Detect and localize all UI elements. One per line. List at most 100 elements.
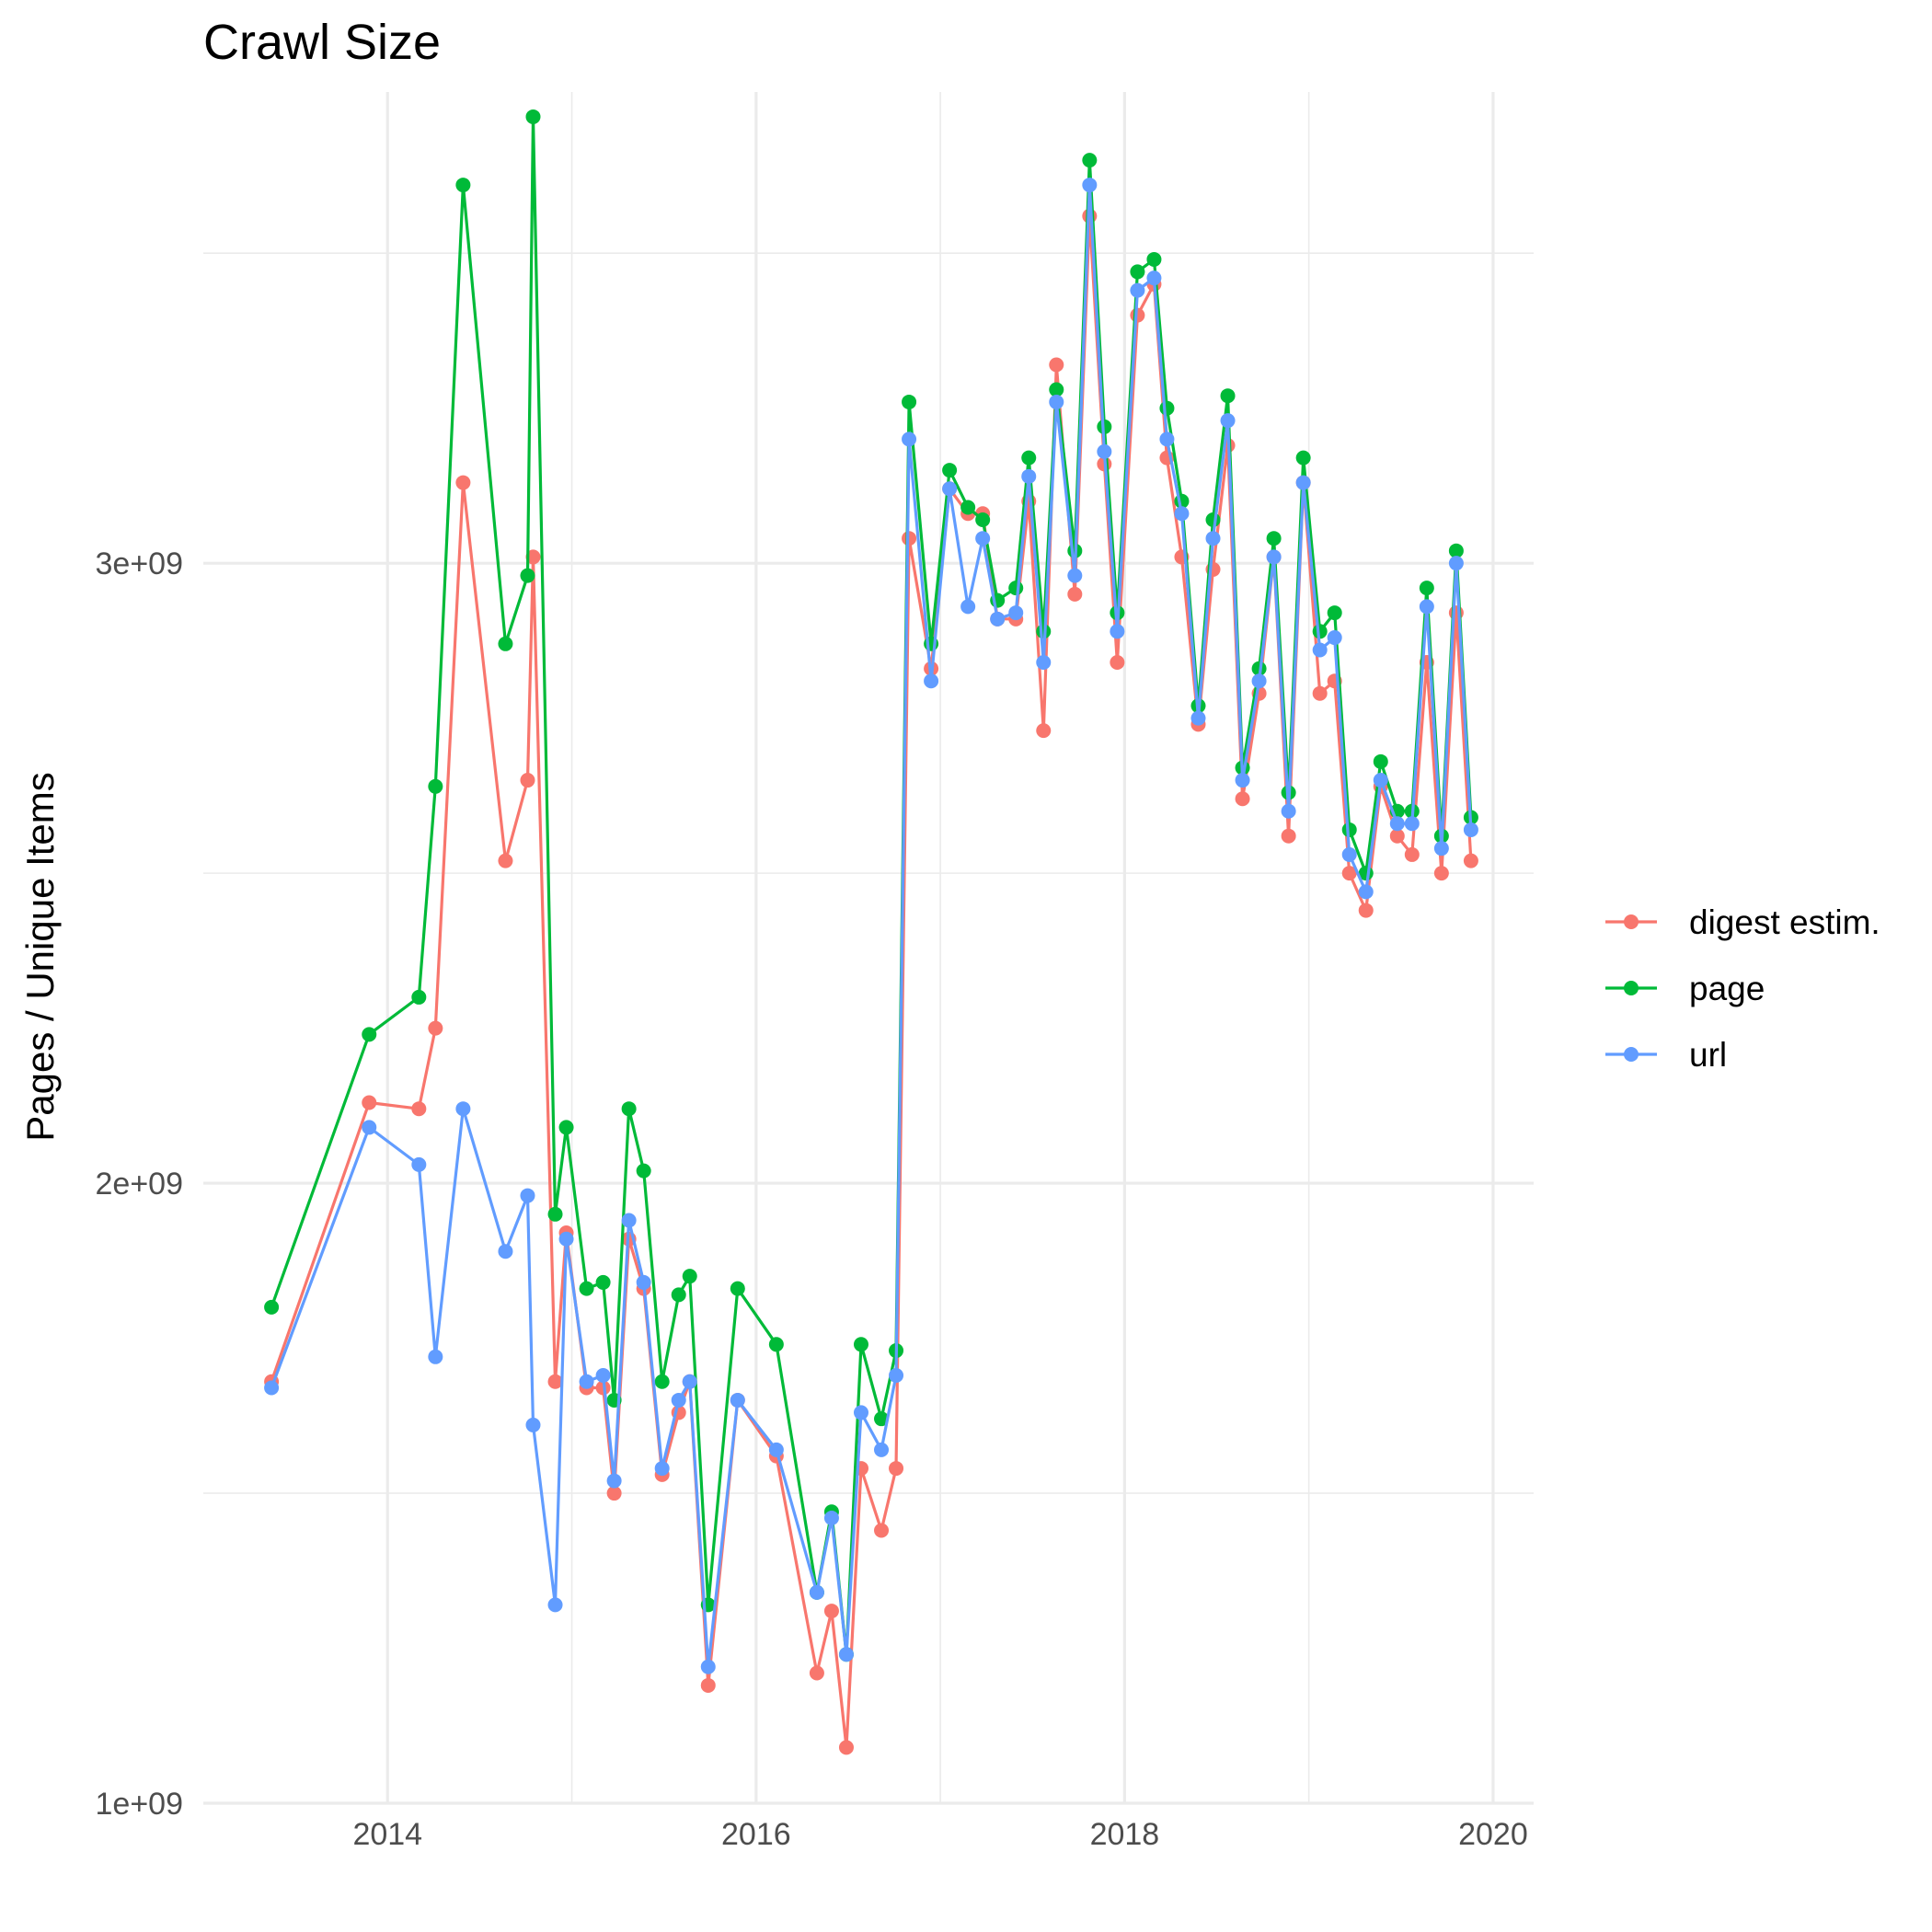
legend-label: page [1689, 970, 1765, 1007]
data-point-url [1130, 282, 1145, 298]
data-point-url [1082, 178, 1098, 193]
legend-key-point [1624, 914, 1639, 929]
data-point-page [1419, 581, 1434, 596]
data-point-url [558, 1231, 574, 1247]
data-point-digest-estim [362, 1095, 377, 1110]
data-point-page [768, 1337, 784, 1352]
data-point-digest-estim [606, 1486, 622, 1501]
data-point-page [1373, 753, 1388, 769]
data-point-page [1130, 264, 1145, 280]
data-point-url [1463, 822, 1478, 837]
data-point-page [874, 1411, 890, 1427]
data-point-url [621, 1213, 637, 1228]
data-point-page [1146, 251, 1162, 267]
data-point-url [902, 431, 917, 447]
legend-label: digest estim. [1689, 903, 1880, 941]
data-point-page [1312, 624, 1328, 639]
data-point-page [558, 1120, 574, 1135]
data-point-url [924, 673, 939, 689]
data-point-page [942, 463, 958, 478]
y-axis-title: Pages / Unique Items [18, 772, 62, 1142]
data-point-url [1049, 394, 1064, 409]
data-point-digest-estim [547, 1374, 563, 1389]
data-point-page [1159, 400, 1175, 416]
data-point-url [1251, 673, 1267, 689]
legend-label: url [1689, 1036, 1727, 1074]
data-point-page [411, 989, 427, 1005]
data-point-digest-estim [1404, 846, 1420, 862]
x-tick-label: 2020 [1458, 1817, 1528, 1852]
legend-key-point [1624, 1047, 1639, 1062]
data-point-url [990, 611, 1006, 627]
data-point-page [853, 1337, 868, 1352]
legend: digest estim. page url [1605, 903, 1880, 1074]
data-point-digest-estim [1281, 828, 1296, 844]
data-point-url [1174, 506, 1190, 522]
data-point-page [1049, 382, 1064, 397]
data-point-page [264, 1299, 280, 1315]
data-point-url [1341, 846, 1357, 862]
data-point-digest-estim [823, 1604, 839, 1619]
data-point-url [1312, 642, 1328, 658]
data-point-url [1266, 549, 1282, 565]
data-point-page [1008, 581, 1024, 596]
grid [203, 92, 1534, 1805]
data-point-page [1021, 450, 1037, 466]
data-point-digest-estim [1110, 655, 1125, 670]
data-point-page [1082, 153, 1098, 168]
data-point-url [682, 1374, 697, 1389]
data-point-page [671, 1287, 686, 1303]
data-point-page [636, 1163, 651, 1179]
legend-item-digest-estim: digest estim. [1605, 903, 1880, 941]
data-point-page [520, 568, 535, 583]
data-point-page [682, 1269, 697, 1284]
data-point-page [902, 394, 917, 409]
data-point-page [1220, 388, 1236, 404]
data-point-digest-estim [1312, 685, 1328, 701]
data-point-digest-estim [1049, 357, 1064, 373]
data-point-digest-estim [520, 773, 535, 788]
data-point-digest-estim [1433, 866, 1449, 881]
data-point-url [1205, 531, 1221, 546]
data-point-url [411, 1156, 427, 1172]
data-point-url [1190, 710, 1206, 726]
data-point-page [1448, 543, 1464, 558]
data-point-url [730, 1392, 745, 1408]
data-point-url [362, 1120, 377, 1135]
data-point-url [264, 1380, 280, 1396]
data-point-url [579, 1374, 594, 1389]
data-point-url [525, 1417, 541, 1432]
data-point-page [595, 1274, 611, 1290]
data-point-page [498, 636, 513, 651]
legend-item-url: url [1605, 1036, 1727, 1074]
data-point-url [700, 1659, 716, 1674]
data-point-url [1159, 431, 1175, 447]
data-point-url [1281, 803, 1296, 819]
data-point-digest-estim [874, 1523, 890, 1538]
y-axis-ticks: 1e+09 2e+09 3e+09 [96, 546, 184, 1822]
data-point-digest-estim [411, 1101, 427, 1117]
data-point-page [1327, 605, 1342, 621]
series-url [264, 178, 1478, 1674]
data-point-url [1433, 841, 1449, 857]
series-digest-estim [264, 208, 1478, 1755]
data-point-page [362, 1027, 377, 1042]
x-axis-ticks: 2014 2016 2018 2020 [352, 1817, 1527, 1852]
data-point-url [1067, 568, 1083, 583]
data-point-url [823, 1511, 839, 1525]
x-tick-label: 2014 [352, 1817, 422, 1852]
data-point-digest-estim [1067, 586, 1083, 602]
data-point-url [838, 1647, 854, 1662]
data-point-url [1404, 816, 1420, 832]
legend-key-point [1624, 981, 1639, 995]
data-point-digest-estim [1463, 853, 1478, 868]
data-point-digest-estim [809, 1665, 824, 1681]
x-tick-label: 2016 [721, 1817, 791, 1852]
chart-title: Crawl Size [203, 15, 441, 70]
data-point-url [654, 1461, 670, 1477]
data-point-page [1205, 512, 1221, 527]
data-point-url [853, 1405, 868, 1420]
data-point-url [809, 1584, 824, 1600]
data-point-page [579, 1281, 594, 1296]
data-point-page [455, 178, 471, 193]
